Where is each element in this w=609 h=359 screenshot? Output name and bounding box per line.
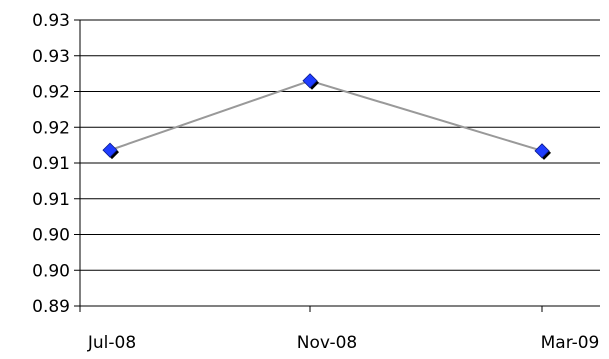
y-tick-label: 0.92 xyxy=(32,118,70,138)
gridlines xyxy=(80,19,600,271)
x-tick-labels: Jul-08 Nov-08 Mar-09 xyxy=(87,333,600,353)
data-point xyxy=(302,73,318,89)
y-tick-label: 0.92 xyxy=(32,83,70,103)
y-tick-label: 0.89 xyxy=(32,297,70,317)
y-tick-labels: 0.89 0.90 0.90 0.91 0.91 0.92 0.92 0.93 0.93 xyxy=(32,11,70,317)
axes xyxy=(74,19,600,312)
y-tick-label: 0.90 xyxy=(32,226,70,246)
x-tick-label: Jul-08 xyxy=(87,333,136,353)
y-tick-label: 0.91 xyxy=(32,190,70,210)
data-point xyxy=(534,143,550,159)
y-tick-label: 0.90 xyxy=(32,261,70,281)
data-series xyxy=(102,73,551,160)
y-tick-label: 0.93 xyxy=(32,11,70,31)
x-tick-label: Nov-08 xyxy=(297,333,358,353)
y-tick-label: 0.93 xyxy=(32,47,70,67)
data-point xyxy=(102,142,118,158)
x-tick-label: Mar-09 xyxy=(541,333,600,353)
y-tick-label: 0.91 xyxy=(32,154,70,174)
